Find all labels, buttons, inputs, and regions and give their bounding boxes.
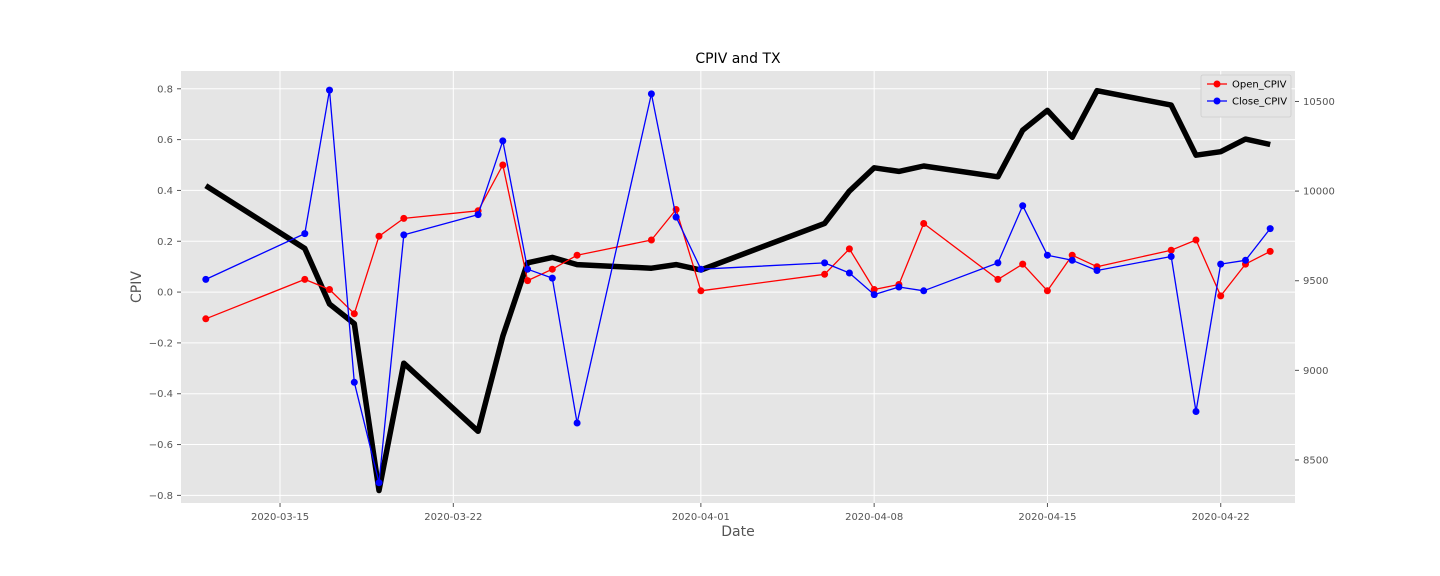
- x-tick-label: 2020-04-22: [1192, 512, 1250, 523]
- data-point: [326, 86, 333, 94]
- data-point: [647, 90, 655, 98]
- data-point: [697, 287, 705, 295]
- legend-item: Close_CPIV: [1207, 97, 1287, 108]
- data-point: [1093, 267, 1101, 274]
- y-axis-title: CPIV: [129, 271, 145, 303]
- data-point: [870, 286, 878, 293]
- data-point: [821, 270, 829, 278]
- y-tick-label: 0.4: [157, 186, 173, 197]
- data-point: [1242, 256, 1249, 264]
- chart-title: CPIV and TX: [695, 51, 781, 67]
- data-point: [821, 259, 829, 267]
- data-point: [202, 275, 210, 283]
- data-point: [1217, 260, 1225, 268]
- data-point: [1019, 260, 1027, 268]
- x-tick-label: 2020-03-15: [251, 512, 309, 523]
- legend-marker: [1213, 97, 1221, 105]
- legend-marker: [1213, 80, 1221, 88]
- legend-box: [1200, 74, 1292, 118]
- series-layer: [202, 86, 1274, 494]
- data-point: [1192, 236, 1200, 244]
- y2-tick-label: 9000: [1303, 366, 1328, 377]
- data-point: [1217, 292, 1225, 300]
- data-point: [524, 265, 532, 273]
- x-tick-label: 2020-04-15: [1018, 512, 1076, 523]
- y2-tick-label: 10000: [1303, 187, 1335, 198]
- series-line: [204, 87, 1271, 494]
- data-point: [375, 479, 383, 487]
- series-close-cpiv: [202, 86, 1274, 487]
- data-point: [845, 269, 853, 277]
- data-point: [1167, 253, 1175, 260]
- x-axis-title: Date: [721, 524, 754, 540]
- data-point: [920, 287, 928, 295]
- data-point: [1266, 225, 1274, 233]
- data-point: [870, 291, 878, 299]
- data-point: [400, 214, 408, 222]
- data-point: [548, 274, 556, 282]
- y-tick-label: 0.2: [157, 237, 173, 248]
- data-point: [499, 161, 507, 169]
- series-tx: [204, 87, 1271, 494]
- data-point: [994, 259, 1002, 267]
- data-point: [573, 419, 581, 427]
- x-tick-label: 2020-04-08: [845, 512, 903, 523]
- legend-label: Close_CPIV: [1232, 97, 1287, 108]
- y-tick-label: −0.2: [149, 338, 173, 349]
- data-point: [895, 283, 903, 291]
- data-point: [1043, 251, 1051, 259]
- data-point: [845, 245, 853, 253]
- data-point: [920, 220, 928, 227]
- data-point: [350, 378, 358, 386]
- grid-lines: [181, 71, 1295, 503]
- data-point: [350, 310, 358, 318]
- plot-area: [181, 71, 1295, 503]
- y-tick-label: −0.8: [149, 491, 173, 502]
- data-point: [1019, 202, 1027, 210]
- data-point: [1068, 256, 1076, 264]
- y-tick-label: 0.8: [157, 84, 173, 95]
- legend-item: Open_CPIV: [1207, 80, 1287, 91]
- y-tick-label: −0.6: [149, 440, 173, 451]
- y2-tick-label: 9500: [1303, 276, 1328, 287]
- data-point: [400, 231, 408, 239]
- data-point: [647, 236, 655, 244]
- axes: 2020-03-15 2020-03-22 2020-04-01 2020-04-08…: [149, 84, 1335, 523]
- data-point: [375, 232, 383, 240]
- data-point: [1068, 251, 1076, 259]
- y2-tick-label: 8500: [1303, 455, 1328, 466]
- x-tick-label: 2020-03-22: [424, 512, 482, 523]
- data-point: [202, 315, 210, 323]
- y-tick-label: −0.4: [149, 389, 173, 400]
- y-tick-label: 0.0: [157, 288, 173, 299]
- data-point: [1043, 287, 1051, 295]
- data-point: [1266, 247, 1274, 255]
- data-point: [326, 286, 333, 293]
- data-point: [301, 275, 309, 283]
- data-point: [474, 211, 482, 219]
- legend-label: Open_CPIV: [1232, 80, 1287, 91]
- data-point: [524, 277, 532, 285]
- y2-tick-label: 10500: [1303, 97, 1335, 108]
- y-tick-label: 0.6: [157, 135, 173, 146]
- data-point: [672, 213, 680, 221]
- data-point: [1167, 246, 1175, 254]
- data-point: [548, 265, 556, 273]
- legend: Open_CPIV Close_CPIV: [1200, 74, 1292, 118]
- data-point: [994, 275, 1002, 283]
- data-point: [573, 251, 581, 259]
- data-point: [499, 137, 507, 145]
- data-point: [1192, 408, 1200, 415]
- x-tick-label: 2020-04-01: [672, 512, 730, 523]
- data-point: [697, 265, 705, 273]
- data-point: [301, 230, 309, 238]
